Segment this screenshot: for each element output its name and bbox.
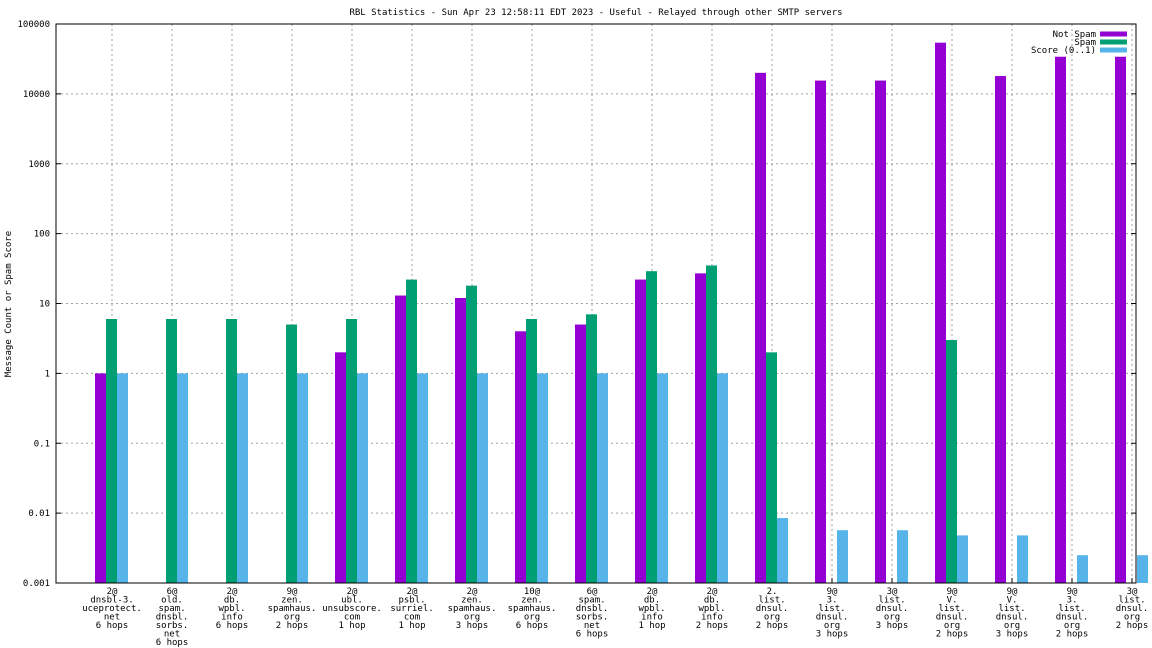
bar-spam [226, 319, 237, 583]
y-tick-label: 0.1 [34, 439, 50, 449]
x-tick-label: 3@ list. dnsul. org 2 hops [1116, 587, 1149, 631]
bar-score-0-1 [417, 373, 428, 583]
bar-score-0-1 [1017, 535, 1028, 583]
y-tick-label: 0.001 [23, 579, 50, 589]
y-tick-label: 0.01 [28, 509, 50, 519]
bar-spam [286, 324, 297, 583]
bar-score-0-1 [1137, 555, 1148, 583]
bar-score-0-1 [717, 373, 728, 583]
y-tick-label: 1 [45, 369, 50, 379]
bar-not-spam [575, 324, 586, 583]
x-tick-label: 3@ list. dnsul. org 3 hops [876, 587, 909, 631]
bar-score-0-1 [117, 373, 128, 583]
y-tick-label: 1000 [28, 160, 50, 170]
x-tick-label: 2@ psbl. surriel. com 1 hop [390, 587, 433, 631]
bar-score-0-1 [537, 373, 548, 583]
bar-score-0-1 [897, 530, 908, 583]
x-tick-label: 2@ db. wpbl. info 6 hops [216, 587, 249, 631]
bar-spam [346, 319, 357, 583]
legend-label: Spam [1074, 38, 1096, 48]
bars-layer [95, 42, 1148, 584]
x-tick-label: 9@ 3. list. dnsul. org 3 hops [816, 587, 849, 640]
bar-not-spam [95, 373, 106, 583]
x-tick-label: 10@ zen. spamhaus. org 6 hops [508, 587, 557, 631]
bar-spam [586, 314, 597, 583]
chart-title: RBL Statistics - Sun Apr 23 12:58:11 EDT… [349, 8, 842, 18]
y-tick-label: 100 [34, 230, 50, 240]
legend-swatch [1100, 47, 1127, 53]
bar-not-spam [995, 76, 1006, 583]
bar-spam [766, 352, 777, 583]
tick-labels-layer: 0.001 0.01 0.1 1 10 100 1000 10000 100000 2@ dnsbl… [17, 20, 1148, 648]
bar-score-0-1 [657, 373, 668, 583]
bar-spam [406, 279, 417, 583]
y-axis-label: Message Count or Spam Score [4, 231, 14, 377]
y-tick-label: 100000 [17, 20, 50, 30]
bar-spam [526, 319, 537, 583]
bar-score-0-1 [477, 373, 488, 583]
x-tick-label: 2@ db. wpbl. info 2 hops [696, 587, 729, 631]
bar-not-spam [395, 295, 406, 583]
bar-not-spam [635, 279, 646, 583]
bar-score-0-1 [237, 373, 248, 583]
y-tick-label: 10 [39, 300, 50, 310]
bar-spam [106, 319, 117, 583]
x-tick-label: 2. list. dnsul. org 2 hops [756, 587, 789, 631]
x-tick-label: 2@ dnsbl-3. uceprotect. net 6 hops [82, 587, 142, 631]
bar-score-0-1 [957, 535, 968, 583]
bar-spam [946, 340, 957, 583]
bar-not-spam [515, 331, 526, 583]
x-tick-label: 6@ spam. dnsbl. sorbs. net 6 hops [576, 587, 609, 640]
bar-not-spam [1055, 56, 1066, 583]
x-tick-label: 9@ zen. spamhaus. org 2 hops [268, 587, 317, 631]
legend-swatch [1100, 31, 1127, 37]
bar-spam [706, 265, 717, 583]
bar-score-0-1 [357, 373, 368, 583]
bar-score-0-1 [597, 373, 608, 583]
legend-swatch [1100, 39, 1127, 45]
legend-label: Not Spam [1053, 30, 1096, 40]
x-tick-label: 2@ db. wpbl. info 1 hop [638, 587, 665, 631]
bar-score-0-1 [777, 518, 788, 583]
bar-score-0-1 [837, 530, 848, 583]
x-tick-label: 9@ V. list. dnsul. org 2 hops [936, 587, 969, 640]
x-tick-label: 2@ zen. spamhaus. org 3 hops [448, 587, 497, 631]
bar-not-spam [875, 80, 886, 584]
bar-spam [466, 285, 477, 583]
plot-frame [55, 23, 1137, 584]
bar-not-spam [935, 42, 946, 584]
bar-not-spam [815, 80, 826, 584]
bar-not-spam [335, 352, 346, 583]
x-tick-label: 6@ old. spam. dnsbl. sorbs. net 6 hops [156, 587, 189, 648]
x-tick-label: 2@ ubl. unsubscore. com 1 hop [322, 587, 382, 631]
bar-not-spam [1115, 56, 1126, 583]
bar-not-spam [455, 297, 466, 583]
bar-not-spam [695, 273, 706, 583]
x-tick-label: 9@ V. list. dnsul. org 3 hops [996, 587, 1029, 640]
bar-spam [166, 319, 177, 583]
x-tick-label: 9@ 3. list. dnsul. org 2 hops [1056, 587, 1089, 640]
bar-score-0-1 [297, 373, 308, 583]
y-tick-label: 10000 [23, 90, 50, 100]
legend-label: Score (0..1) [1031, 46, 1096, 56]
bar-score-0-1 [1077, 555, 1088, 583]
bar-spam [646, 271, 657, 583]
bar-score-0-1 [177, 373, 188, 583]
bar-not-spam [755, 72, 766, 584]
